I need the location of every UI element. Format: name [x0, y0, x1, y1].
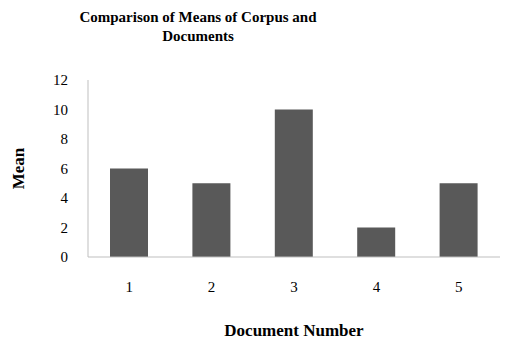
svg-text:Mean: Mean [9, 147, 28, 189]
svg-text:Document Number: Document Number [224, 321, 364, 338]
svg-text:12: 12 [53, 72, 68, 88]
svg-text:4: 4 [61, 190, 69, 206]
svg-text:1: 1 [125, 279, 133, 295]
svg-text:2: 2 [61, 220, 69, 236]
svg-text:10: 10 [53, 102, 68, 118]
svg-text:2: 2 [208, 279, 216, 295]
html-text:Comparison of Means of Corpus: Comparison of Means of Corpus and Docume… [79, 9, 317, 44]
svg-text:0: 0 [61, 249, 69, 265]
svg-text:6: 6 [61, 161, 69, 177]
svg-text:3: 3 [290, 279, 298, 295]
svg-text:8: 8 [61, 131, 69, 147]
svg-text:5: 5 [455, 279, 463, 295]
svg-text:4: 4 [373, 279, 381, 295]
